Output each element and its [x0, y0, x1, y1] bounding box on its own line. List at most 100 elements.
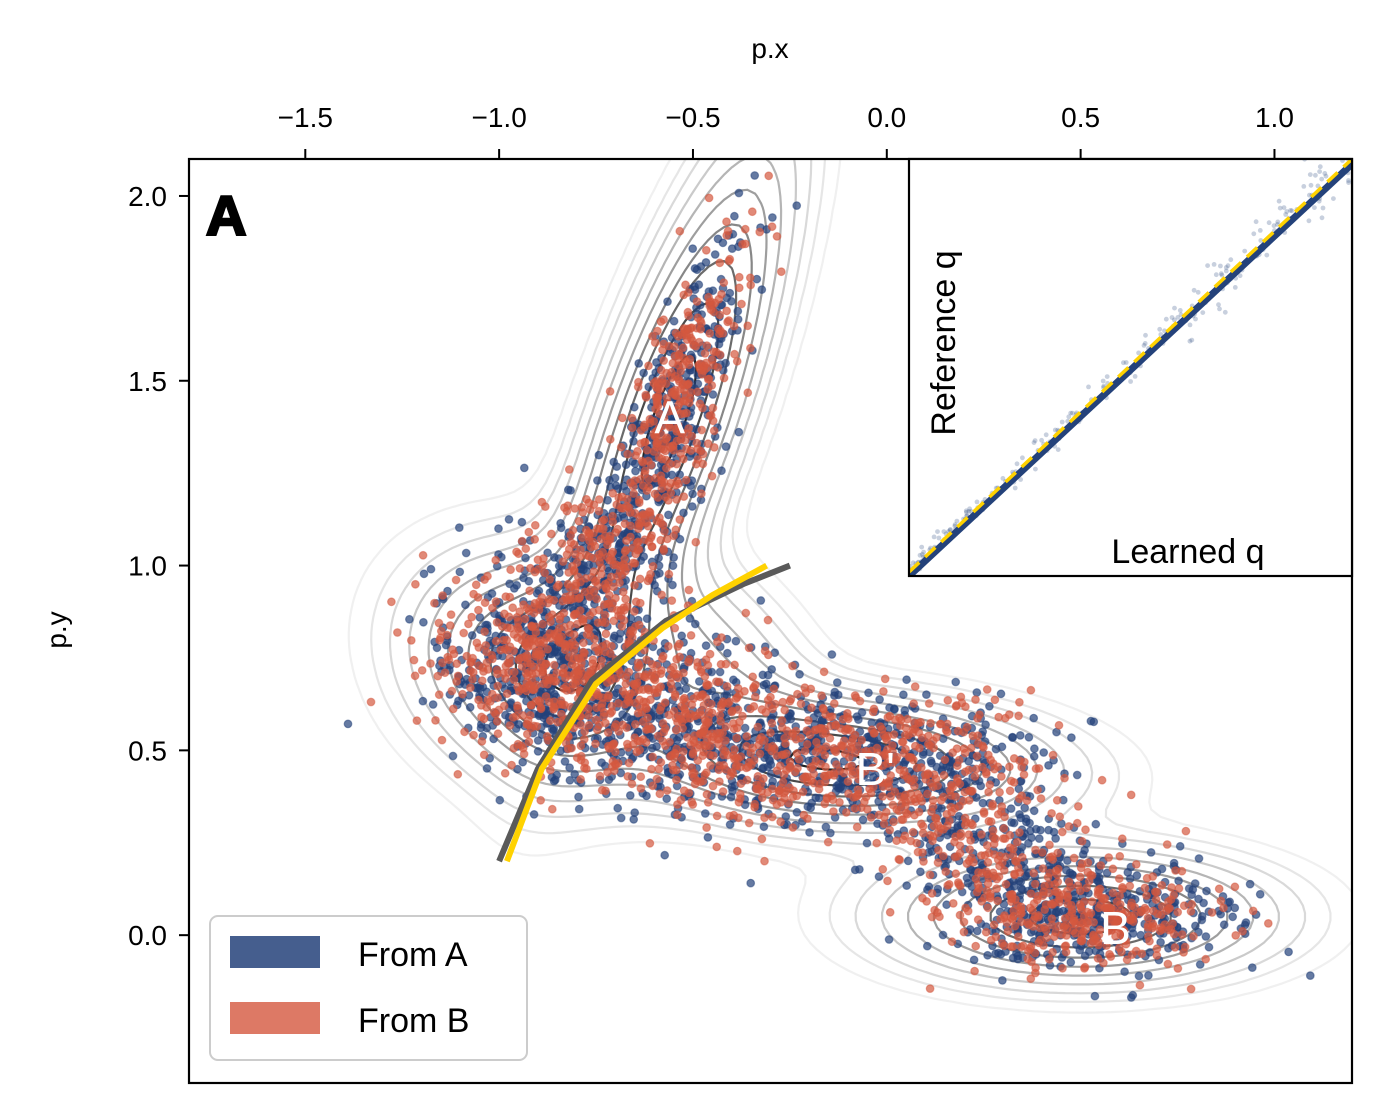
scatter-point: [623, 772, 633, 781]
scatter-point: [964, 830, 974, 839]
scatter-point: [760, 813, 769, 823]
inset-point: [1141, 343, 1147, 348]
scatter-point: [479, 667, 488, 676]
scatter-point: [519, 573, 528, 583]
inset-point: [1307, 172, 1313, 178]
scatter-point: [505, 721, 515, 730]
inset-point: [1319, 176, 1325, 182]
scatter-point: [468, 674, 477, 684]
scatter-point: [989, 920, 999, 930]
scatter-point: [649, 417, 659, 426]
scatter-point: [757, 285, 767, 295]
scatter-point: [615, 578, 624, 588]
scatter-point: [524, 737, 534, 747]
scatter-point: [501, 710, 510, 720]
scatter-point: [767, 812, 777, 822]
scatter-point: [1181, 826, 1191, 836]
scatter-point: [570, 769, 580, 779]
scatter-point: [821, 822, 831, 832]
scatter-point: [869, 704, 879, 714]
scatter-point: [719, 373, 729, 383]
y-tick-label: 0.5: [128, 735, 167, 766]
scatter-point: [953, 821, 963, 830]
scatter-point: [1115, 851, 1125, 861]
scatter-point: [613, 803, 623, 813]
scatter-point: [805, 828, 814, 837]
scatter-point: [688, 769, 697, 779]
scatter-point: [785, 696, 795, 706]
scatter-point: [1069, 916, 1078, 926]
scatter-point: [529, 636, 539, 645]
scatter-point: [872, 838, 882, 848]
scatter-point: [682, 444, 691, 454]
scatter-point: [991, 932, 1001, 942]
scatter-point: [994, 948, 1003, 958]
scatter-point: [1005, 786, 1015, 796]
scatter-point: [1263, 919, 1273, 928]
scatter-point: [1186, 907, 1196, 916]
scatter-point: [723, 648, 732, 658]
scatter-point: [735, 794, 745, 803]
scatter-point: [908, 728, 918, 738]
scatter-point: [654, 553, 663, 563]
scatter-point: [826, 828, 835, 838]
scatter-point: [1023, 954, 1033, 964]
scatter-point: [779, 770, 789, 779]
scatter-point: [817, 691, 826, 701]
scatter-point: [719, 750, 728, 760]
scatter-point: [521, 553, 530, 563]
scatter-point: [674, 356, 684, 366]
scatter-point: [705, 649, 715, 659]
scatter-point: [1238, 926, 1247, 936]
inset-point: [1000, 476, 1006, 481]
scatter-point: [1036, 825, 1045, 835]
scatter-point: [488, 603, 497, 613]
scatter-point: [703, 439, 713, 449]
scatter-point: [702, 823, 711, 832]
scatter-point: [820, 750, 830, 760]
scatter-point: [567, 743, 576, 753]
scatter-point: [697, 489, 706, 499]
scatter-point: [967, 853, 976, 863]
scatter-point: [758, 670, 768, 680]
scatter-point: [1094, 888, 1103, 898]
scatter-point: [1174, 884, 1184, 893]
scatter-point: [935, 912, 944, 922]
scatter-point: [1156, 937, 1165, 947]
scatter-point: [585, 611, 595, 620]
scatter-point: [524, 527, 534, 537]
scatter-point: [693, 756, 703, 765]
scatter-point: [633, 524, 643, 534]
scatter-point: [1054, 894, 1064, 904]
scatter-point: [665, 420, 674, 430]
scatter-point: [756, 596, 766, 605]
scatter-point: [967, 786, 977, 796]
scatter-point: [932, 733, 941, 742]
scatter-point: [660, 850, 670, 860]
inset-point: [1223, 268, 1229, 274]
inset-point: [974, 499, 980, 505]
scatter-point: [1162, 840, 1172, 849]
scatter-point: [1094, 873, 1104, 882]
scatter-point: [1091, 819, 1101, 829]
scatter-point: [662, 794, 672, 804]
scatter-point: [675, 515, 685, 524]
scatter-point: [767, 665, 777, 674]
scatter-point: [593, 476, 602, 485]
scatter-point: [684, 788, 694, 798]
scatter-point: [1152, 944, 1162, 954]
scatter-point: [942, 719, 952, 729]
scatter-point: [1034, 834, 1044, 843]
scatter-point: [598, 547, 608, 557]
scatter-point: [1003, 926, 1013, 936]
scatter-point: [1147, 923, 1157, 933]
scatter-point: [684, 585, 694, 595]
scatter-point: [693, 455, 703, 464]
scatter-point: [903, 856, 913, 866]
scatter-point: [508, 603, 518, 613]
scatter-point: [947, 807, 956, 817]
scatter-point: [715, 710, 725, 720]
scatter-point: [901, 744, 910, 754]
scatter-point: [493, 729, 503, 739]
scatter-point: [1136, 908, 1145, 917]
